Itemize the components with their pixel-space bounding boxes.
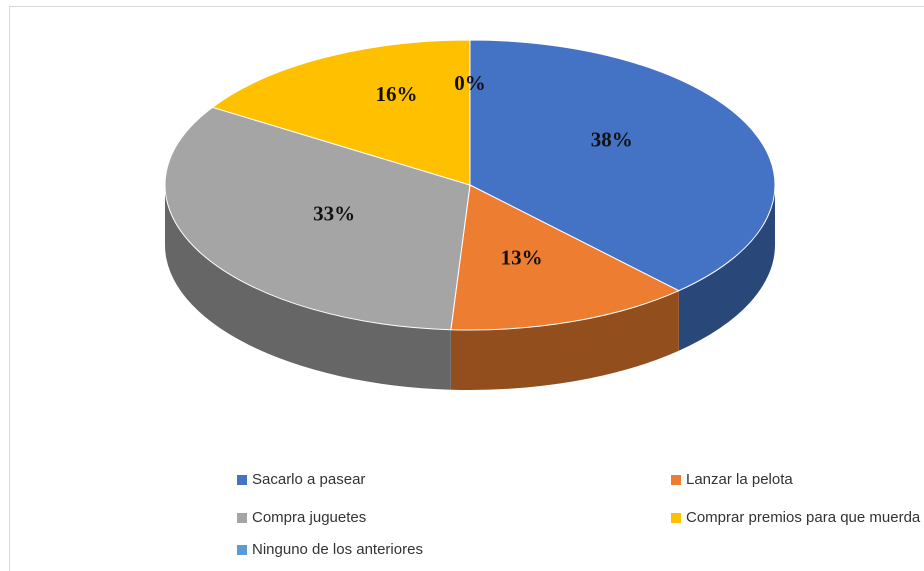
slice [450,184,680,331]
data-label: 33% [313,202,355,226]
legend-swatch [237,513,247,523]
legend-swatch [671,513,681,523]
slice-side [450,290,679,390]
legend-swatch [237,545,247,555]
legend-label: Sacarlo a pasear [252,471,365,488]
legend-swatch [237,475,247,485]
legend-label: Lanzar la pelota [686,471,793,488]
slice [164,106,471,331]
legend-label: Comprar premios para que muerda [686,509,921,526]
legend-swatch [671,475,681,485]
data-label: 0% [454,71,486,95]
legend-label: Ninguno de los anteriores [252,541,423,558]
slice [469,39,776,292]
slice [211,39,471,186]
slice-side [165,185,451,390]
data-label: 38% [591,128,633,152]
data-label: 16% [376,82,418,106]
data-label: 13% [501,245,543,269]
slice-side [678,185,775,351]
legend-label: Compra juguetes [252,509,366,526]
